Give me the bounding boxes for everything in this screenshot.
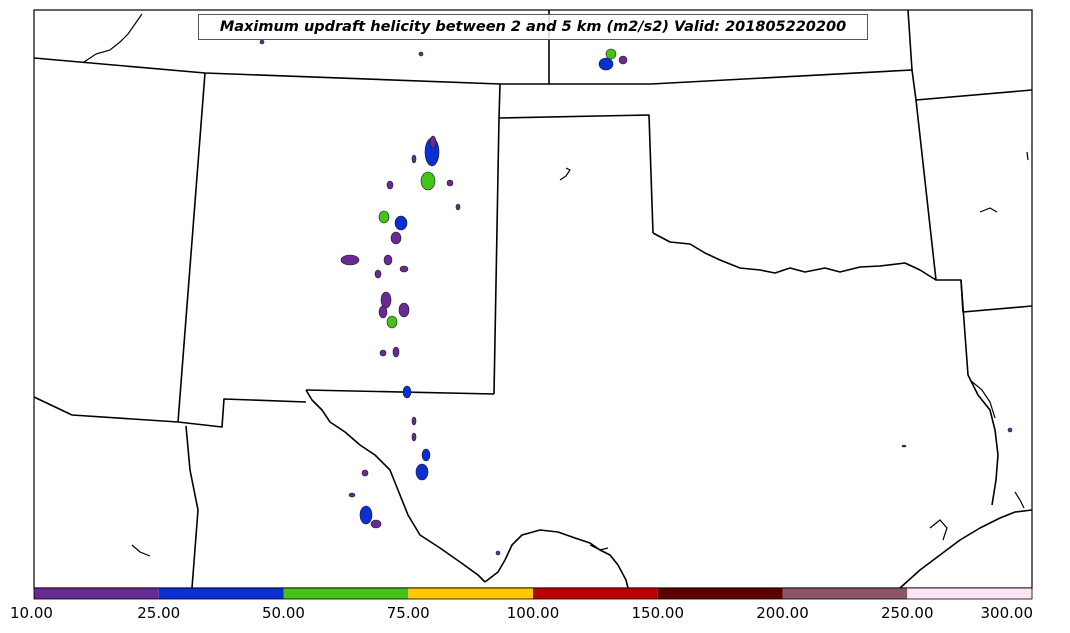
colorbar-tick-label: 10.00 [10, 604, 53, 622]
helicity-cell [495, 550, 501, 556]
helicity-cell [383, 254, 393, 266]
helicity-cell [378, 305, 388, 319]
helicity-cell [392, 346, 400, 358]
helicity-cell [390, 231, 402, 245]
helicity-cell [394, 215, 408, 231]
helicity-cell [421, 448, 431, 462]
helicity-cell [340, 254, 360, 266]
colorbar-border [33, 587, 1033, 600]
colorbar-tick-label: 100.00 [507, 604, 560, 622]
helicity-cell [411, 154, 417, 164]
coastline-details [83, 13, 1029, 557]
colorbar-tick-label: 50.00 [262, 604, 305, 622]
helicity-cell [386, 315, 398, 329]
helicity-cell [398, 302, 410, 318]
helicity-cell [605, 48, 617, 60]
colorbar: 10.00 25.00 50.00 75.00 100.00 150.00 200.00 25… [10, 587, 1034, 622]
colorbar-segment [283, 588, 409, 599]
helicity-cell [455, 203, 461, 211]
helicity-cell [418, 51, 424, 57]
colorbar-segment [657, 588, 783, 599]
helicity-cell [361, 469, 369, 477]
colorbar-tick-label: 150.00 [632, 604, 685, 622]
helicity-cell [901, 444, 907, 448]
helicity-cell [374, 269, 382, 279]
helicity-cell [446, 179, 454, 187]
helicity-swaths [259, 39, 1013, 556]
helicity-cell [399, 265, 409, 273]
colorbar-tick-label: 75.00 [387, 604, 430, 622]
helicity-cell [259, 39, 265, 45]
helicity-cell [379, 349, 387, 357]
colorbar-segment [533, 588, 658, 599]
state-boundaries [33, 9, 1033, 589]
helicity-cell [411, 432, 417, 442]
colorbar-tick-label: 300.00 [981, 604, 1034, 622]
helicity-cell [415, 463, 429, 481]
helicity-cell [378, 210, 390, 224]
helicity-cell [411, 416, 417, 426]
colorbar-segment [907, 588, 1032, 599]
helicity-cell [386, 180, 394, 190]
colorbar-tick-label: 200.00 [756, 604, 809, 622]
map-title: Maximum updraft helicity between 2 and 5… [198, 14, 868, 40]
colorbar-segment [158, 588, 284, 599]
helicity-cell [429, 135, 437, 149]
helicity-cell [348, 492, 356, 498]
helicity-cell [380, 291, 392, 309]
helicity-cell [402, 385, 412, 399]
colorbar-tick-label: 250.00 [881, 604, 934, 622]
colorbar-segment [782, 588, 908, 599]
colorbar-tick-label: 25.00 [137, 604, 180, 622]
helicity-cell [370, 519, 382, 529]
helicity-cell [598, 57, 614, 71]
helicity-cell [359, 505, 373, 525]
helicity-cell [1007, 427, 1013, 433]
colorbar-segment [34, 588, 159, 599]
colorbar-segment [408, 588, 533, 599]
helicity-cell [618, 55, 628, 65]
map-frame [33, 9, 1033, 589]
helicity-cell [420, 171, 436, 191]
